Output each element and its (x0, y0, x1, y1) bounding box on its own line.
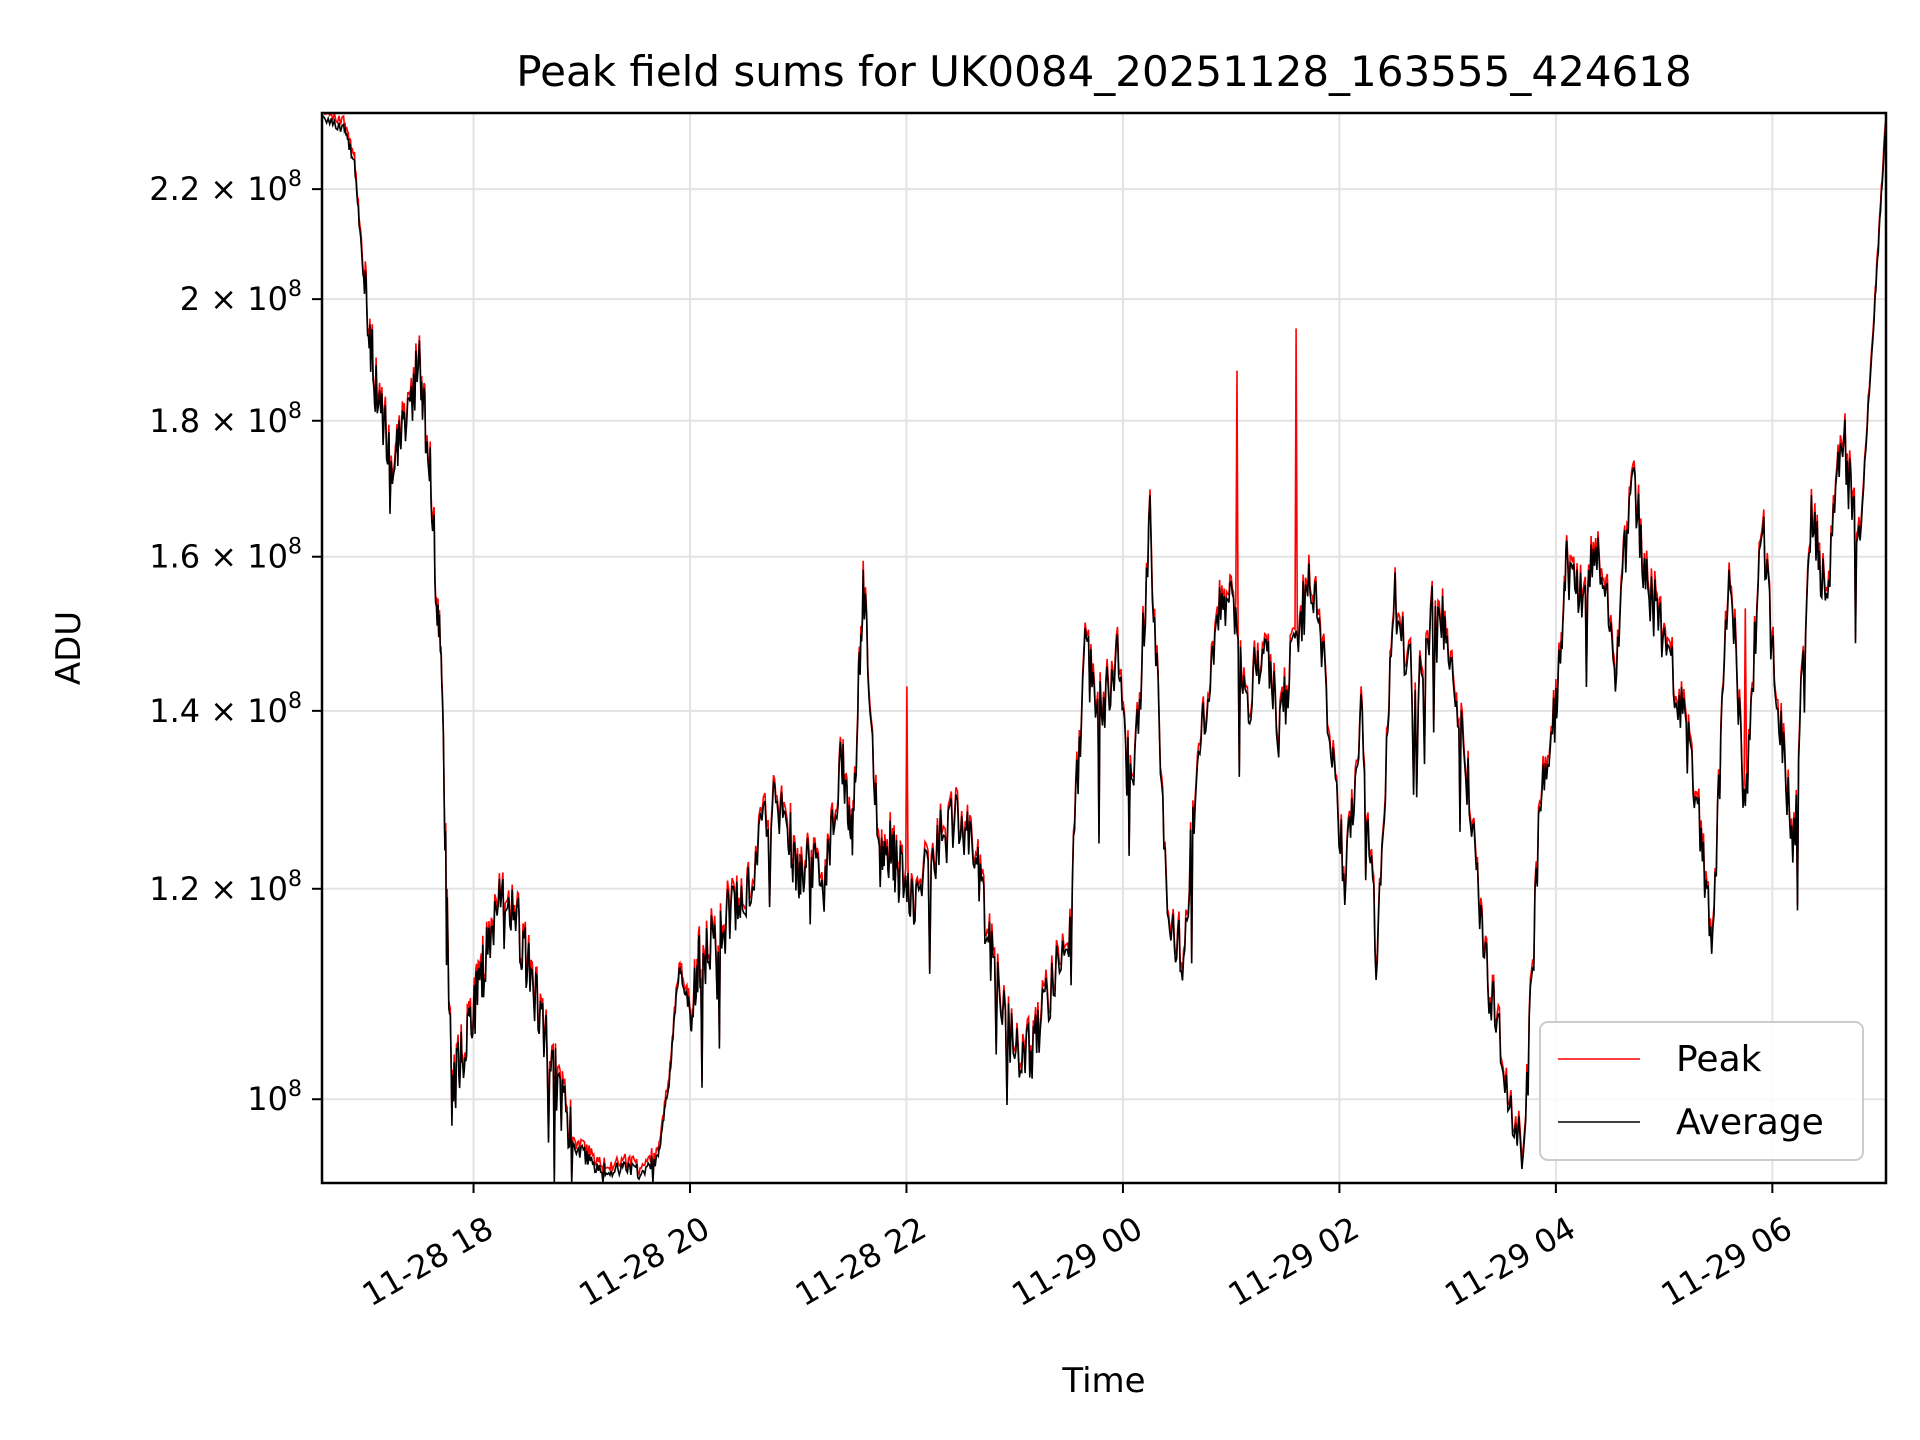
x-tick-label: 11-29 06 (1655, 1209, 1799, 1314)
x-tick-label: 11-28 20 (572, 1209, 716, 1314)
plot-area (322, 113, 1886, 1183)
y-tick-label: 1.8 × 108 (149, 399, 302, 440)
x-tick-label: 11-29 00 (1005, 1209, 1149, 1314)
x-tick-label: 11-28 18 (356, 1209, 500, 1314)
y-tick-exponent: 8 (288, 689, 302, 714)
x-axis-label: Time (1061, 1361, 1145, 1401)
x-axis: 11-28 18 11-28 20 11-28 22 11-29 00 11-29 02… (356, 1183, 1798, 1314)
y-tick-exponent: 8 (288, 399, 302, 424)
grid (322, 113, 1886, 1183)
y-tick-label: 2.2 × 108 (149, 167, 302, 208)
y-tick-exponent: 8 (288, 277, 302, 302)
y-tick-base: 1.4 × 10 (149, 692, 288, 730)
y-tick-exponent: 8 (288, 535, 302, 560)
legend-peak-label: Peak (1676, 1039, 1762, 1080)
y-tick-base: 1.8 × 10 (149, 402, 288, 440)
y-tick-label: 1.2 × 108 (149, 867, 302, 908)
series-peak-line (322, 113, 1886, 1179)
y-tick-base: 10 (247, 1080, 288, 1118)
y-tick-base: 2 × 10 (180, 280, 288, 318)
y-tick-base: 1.6 × 10 (149, 538, 288, 576)
y-tick-base: 2.2 × 10 (149, 170, 288, 208)
legend: Peak Average (1539, 1021, 1864, 1161)
axes-frame (320, 111, 1888, 1185)
y-tick-label: 2 × 108 (180, 277, 302, 318)
legend-average-label: Average (1676, 1102, 1824, 1143)
x-tick-label: 11-29 02 (1222, 1209, 1366, 1314)
y-tick-exponent: 8 (288, 867, 302, 892)
y-tick-exponent: 8 (288, 167, 302, 192)
chart-title: Peak field sums for UK0084_20251128_1635… (516, 47, 1691, 96)
y-tick-base: 1.2 × 10 (149, 870, 288, 908)
legend-box (1539, 1021, 1864, 1161)
y-axis-label: ADU (49, 611, 89, 685)
x-tick-label: 11-29 04 (1438, 1209, 1582, 1314)
series-average-line (322, 115, 1886, 1183)
y-tick-exponent: 8 (288, 1077, 302, 1102)
y-tick-label: 108 (247, 1077, 302, 1118)
x-tick-label: 11-28 22 (789, 1209, 933, 1314)
y-tick-label: 1.4 × 108 (149, 689, 302, 730)
y-tick-label: 1.6 × 108 (149, 535, 302, 576)
